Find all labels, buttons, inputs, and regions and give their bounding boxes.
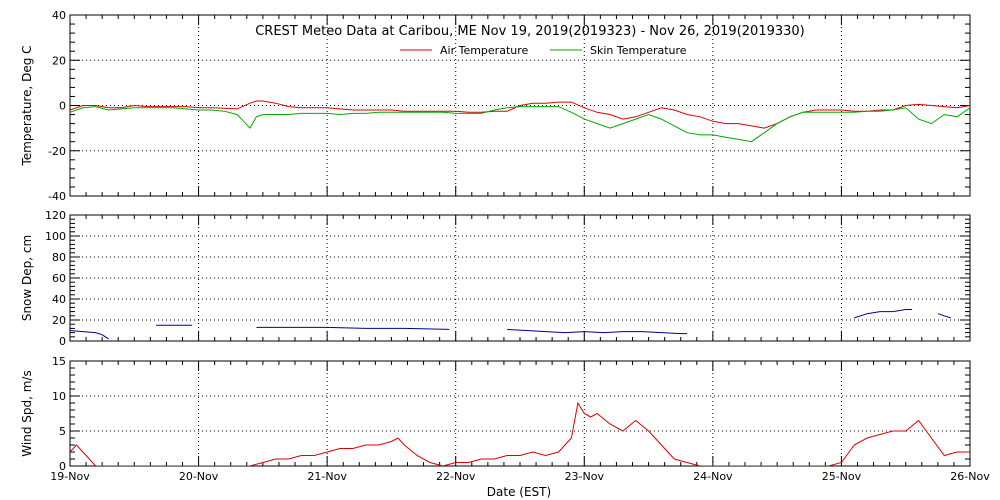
panel-frame	[69, 360, 971, 467]
y-tick-label: -40	[48, 190, 66, 203]
legend-skin-label: Skin Temperature	[590, 44, 687, 57]
y-tick-label: 5	[59, 425, 66, 438]
y-tick-label: 40	[52, 293, 66, 306]
series-line-1-0-seg5	[937, 313, 951, 319]
panel-1: 120 100 80 60 40 20 0 Snow Dep, cm	[20, 209, 971, 348]
x-tick-label: 22-Nov	[436, 470, 476, 483]
series-line-1-0-seg3	[507, 328, 688, 335]
panel-0: 40 20 0 -20 -40 Temperature, Deg C	[20, 9, 971, 203]
y-axis-label: Wind Spd, m/s	[20, 370, 34, 456]
chart-title: CREST Meteo Data at Caribou, ME Nov 19, …	[255, 24, 805, 39]
x-tick-label: 23-Nov	[565, 470, 605, 483]
y-tick-label: 80	[52, 251, 66, 264]
x-tick-label: 24-Nov	[693, 470, 733, 483]
x-tick-label: 25-Nov	[822, 470, 862, 483]
y-tick-label: 0	[59, 335, 66, 348]
y-tick-label: 10	[52, 390, 66, 403]
series-line-0-1	[70, 106, 970, 143]
y-tick-label: 0	[59, 100, 66, 113]
y-tick-label: 40	[52, 9, 66, 22]
y-tick-label: 20	[52, 54, 66, 67]
series-line-1-0-seg2	[256, 326, 450, 330]
y-axis-label: Temperature, Deg C	[20, 45, 34, 166]
series-line-1-0-seg4	[854, 309, 913, 319]
y-tick-label: -20	[48, 145, 66, 158]
series-line-0-0	[70, 100, 970, 129]
y-tick-label: 0	[59, 460, 66, 473]
x-tick-label: 19-Nov	[50, 470, 90, 483]
x-tick-label: 20-Nov	[179, 470, 219, 483]
panel-2: 15 10 5 0 Wind Spd, m/s 19-Nov 20-Nov 21-Nov 22-…	[20, 355, 990, 483]
x-tick-label: 21-Nov	[307, 470, 347, 483]
legend-air-label: Air Temperature	[440, 44, 529, 57]
y-tick-label: 100	[45, 230, 66, 243]
series-line-2-0	[70, 401, 970, 466]
y-tick-label: 20	[52, 314, 66, 327]
y-tick-label: 15	[52, 355, 66, 368]
y-axis-label: Snow Dep, cm	[20, 235, 34, 321]
y-tick-label: 120	[45, 209, 66, 222]
x-tick-label: 26-Nov	[950, 470, 990, 483]
series-line-1-0-seg0	[70, 330, 109, 340]
x-axis-label: Date (EST)	[487, 485, 551, 499]
y-tick-label: 60	[52, 272, 66, 285]
legend: Air Temperature Skin Temperature	[400, 44, 687, 57]
